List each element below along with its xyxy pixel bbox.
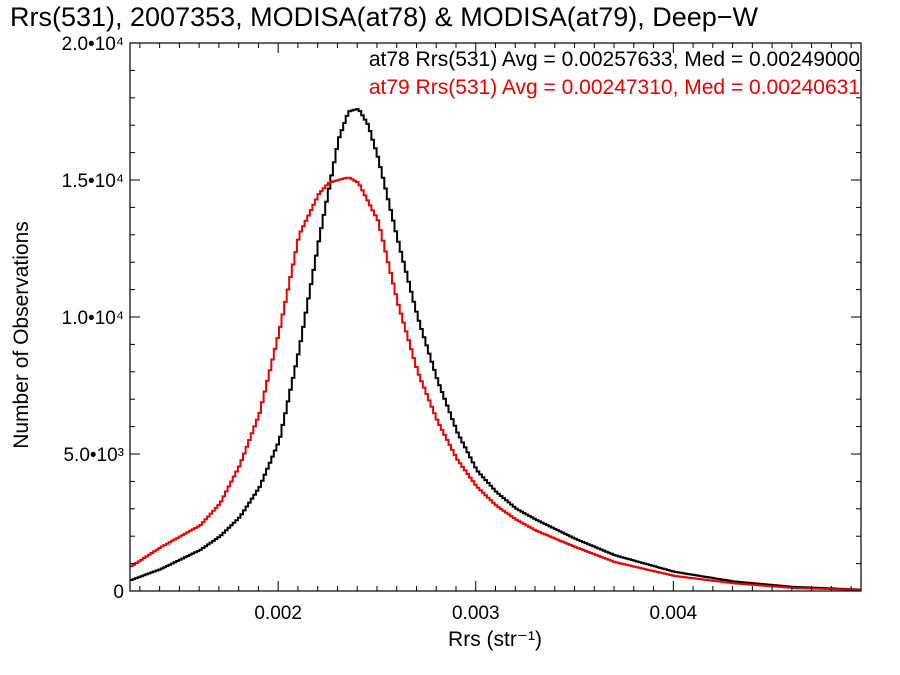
y-tick-label: 5.0•10³ <box>63 445 124 466</box>
y-tick-label: 1.0•10⁴ <box>62 308 124 329</box>
chart-title: Rrs(531), 2007353, MODISA(at78) & MODISA… <box>10 2 759 32</box>
plot-frame <box>129 42 862 592</box>
series-1-line <box>130 176 861 591</box>
x-tick-label: 0.002 <box>254 603 302 624</box>
stats-label-at78: at78 Rrs(531) Avg = 0.00257633, Med = 0.… <box>368 48 860 71</box>
stats-label-at79: at79 Rrs(531) Avg = 0.00247310, Med = 0.… <box>368 76 860 99</box>
series-0-line <box>130 108 861 591</box>
x-tick-label: 0.004 <box>650 603 698 624</box>
y-tick-label: 1.5•10⁴ <box>62 171 124 192</box>
x-tick-label: 0.003 <box>452 603 500 624</box>
y-axis-label: Number of Observations <box>10 221 33 449</box>
y-tick-label: 2.0•10⁴ <box>62 34 124 55</box>
x-axis-label: Rrs (str⁻¹) <box>448 628 542 651</box>
y-tick-label: 0 <box>113 582 124 603</box>
